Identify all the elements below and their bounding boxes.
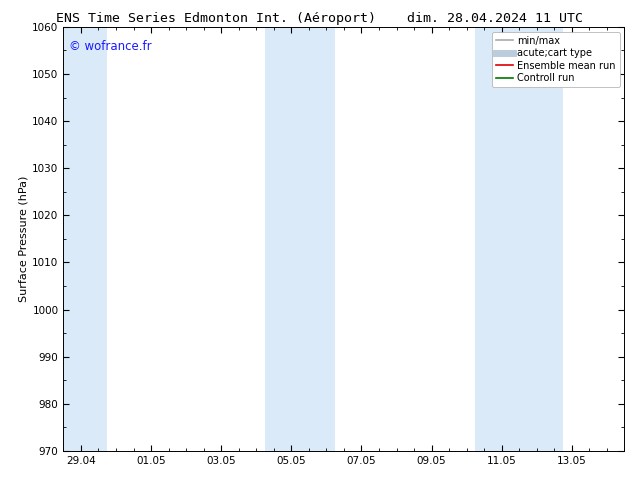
Y-axis label: Surface Pressure (hPa): Surface Pressure (hPa): [18, 176, 28, 302]
Bar: [63, 27, 107, 451]
Text: ENS Time Series Edmonton Int. (Aéroport): ENS Time Series Edmonton Int. (Aéroport): [56, 12, 375, 25]
Text: dim. 28.04.2024 11 UTC: dim. 28.04.2024 11 UTC: [406, 12, 583, 25]
Bar: [476, 27, 563, 451]
Legend: min/max, acute;cart type, Ensemble mean run, Controll run: min/max, acute;cart type, Ensemble mean …: [492, 32, 619, 87]
Bar: [265, 27, 335, 451]
Text: © wofrance.fr: © wofrance.fr: [69, 40, 152, 52]
